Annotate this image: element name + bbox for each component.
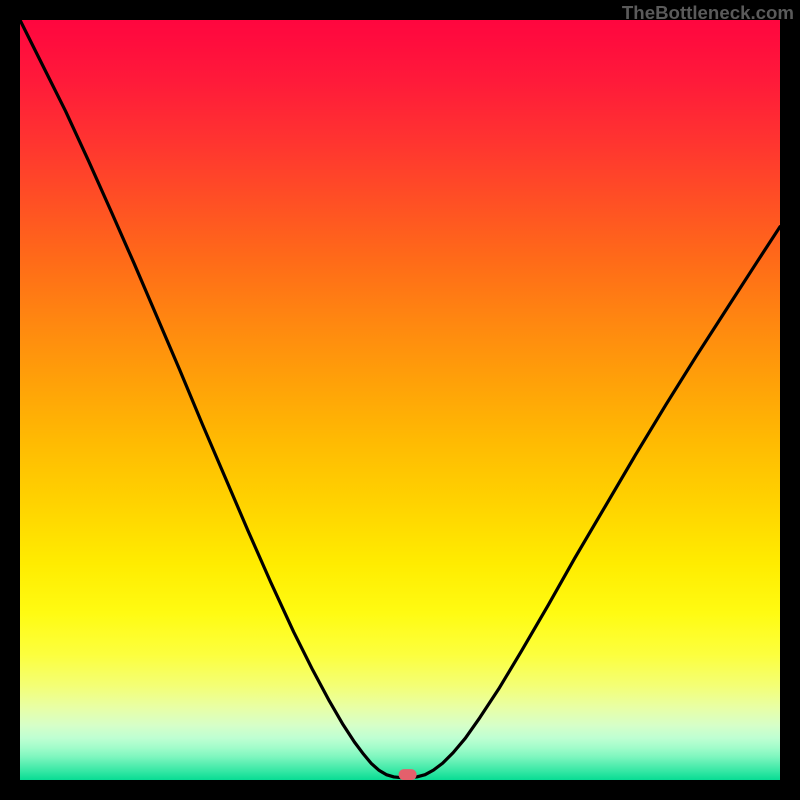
plot-area [20, 20, 780, 780]
watermark-label: TheBottleneck.com [622, 2, 794, 23]
chart-svg [20, 20, 780, 780]
optimum-marker [399, 769, 417, 780]
gradient-background [20, 20, 780, 780]
watermark-text: TheBottleneck.com [622, 2, 794, 24]
chart-frame: TheBottleneck.com [0, 0, 800, 800]
